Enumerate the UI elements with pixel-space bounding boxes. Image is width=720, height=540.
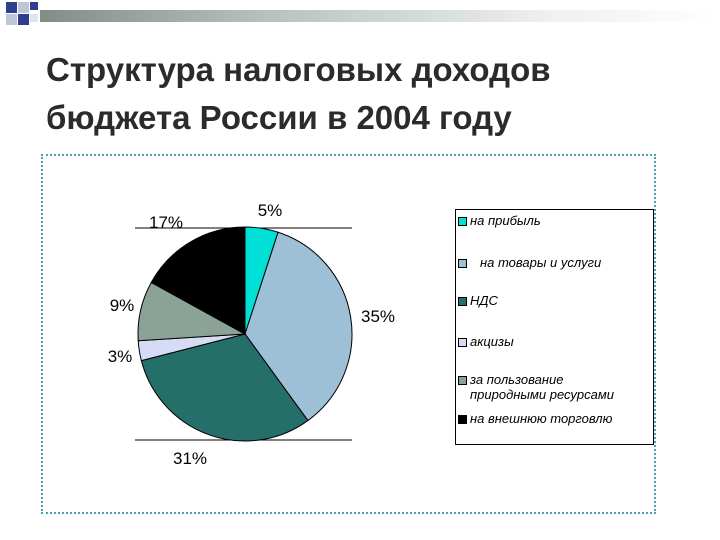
slide-title: Структура налоговых доходов бюджета Росс… [46,46,706,142]
slice-percent-label: 31% [173,449,207,468]
legend-label-line: на прибыль [470,213,541,228]
legend-label: за пользование природными ресурсами [470,372,614,402]
pie-slice [150,226,246,335]
slice-percent-label: 9% [110,296,135,315]
slice-percent-label: 5% [258,201,283,220]
legend-swatch [458,376,467,385]
title-line-2: бюджета России в 2004 году [46,99,512,136]
corner-square-dark [18,14,29,25]
legend-label: акцизы [470,334,514,349]
legend-label: на товары и услуги [480,255,601,270]
title-line-1: Структура налоговых доходов [46,51,551,88]
legend-label: на внешнюю торговлю [470,411,612,426]
corner-square-dark [6,2,17,13]
corner-square-light [6,14,17,25]
corner-square-light [18,2,29,13]
legend-swatch [458,338,467,347]
corner-square-light [30,14,38,22]
legend-label-line: на внешнюю торговлю [470,411,613,426]
legend-swatch [458,415,467,424]
slice-percent-label: 35% [361,307,395,326]
legend-label: НДС [470,293,498,308]
slice-percent-label: 3% [108,347,133,366]
legend-swatch [458,259,467,268]
legend-swatch [458,297,467,306]
legend-label-line: природными ресурсами [470,387,615,402]
legend-label-line: за пользование [470,372,564,387]
legend-label-line: акцизы [470,334,514,349]
legend-label: на прибыль [470,213,541,228]
legend-swatch [458,217,467,226]
slice-percent-label: 17% [149,213,183,232]
corner-square-dark [30,2,38,10]
pie-slice [140,333,309,442]
corner-decoration [0,0,720,30]
header-gradient-bar [40,10,720,22]
legend-label-line: НДС [470,293,498,308]
pie-slice [244,231,353,422]
legend-label-line: на товары и услуги [480,255,602,270]
chart-legend: на прибыль на товары и услуги НДС акцизы за … [455,209,654,445]
